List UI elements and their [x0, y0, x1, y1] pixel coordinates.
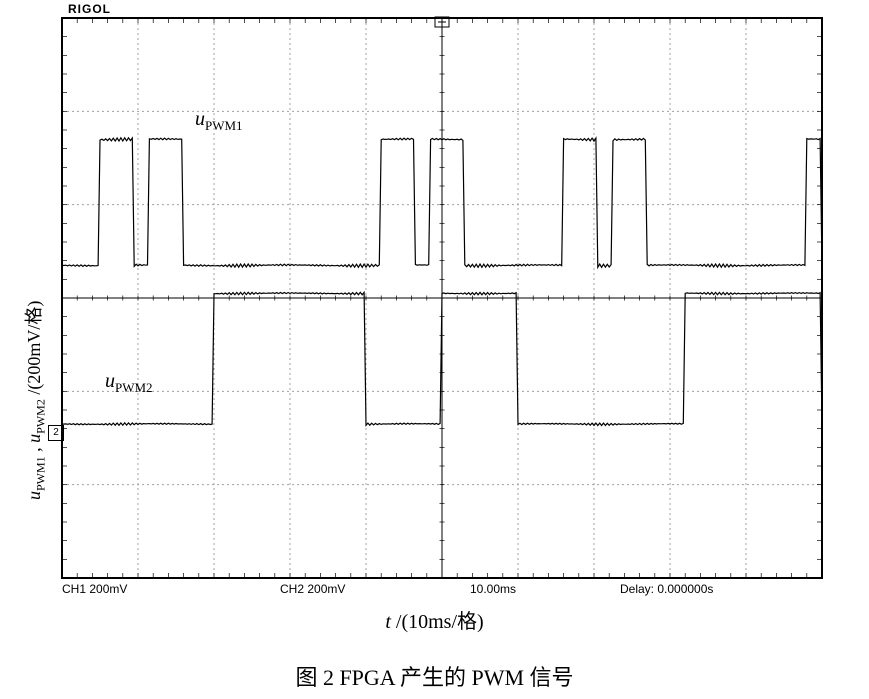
footer-ch1: CH1 200mV	[62, 582, 127, 596]
figure-wrapper: RIGOL uPWM1 , uPWM2 /(200mV/格) uPWM1 uPW…	[0, 0, 869, 699]
footer-ch2: CH2 200mV	[280, 582, 345, 596]
ch2-marker: 2	[48, 425, 64, 441]
trace2-label: uPWM2	[105, 370, 153, 396]
footer-delay: Delay: 0.000000s	[620, 582, 713, 596]
figure-caption: 图 2 FPGA 产生的 PWM 信号	[0, 660, 869, 692]
footer-timebase: 10.00ms	[470, 582, 516, 596]
trace1-label: uPWM1	[195, 108, 243, 134]
brand-label: RIGOL	[68, 2, 111, 16]
x-axis-label: t /(10ms/格)	[0, 605, 869, 634]
oscilloscope-display	[0, 0, 869, 612]
y-axis-label: uPWM1 , uPWM2 /(200mV/格)	[20, 301, 49, 500]
